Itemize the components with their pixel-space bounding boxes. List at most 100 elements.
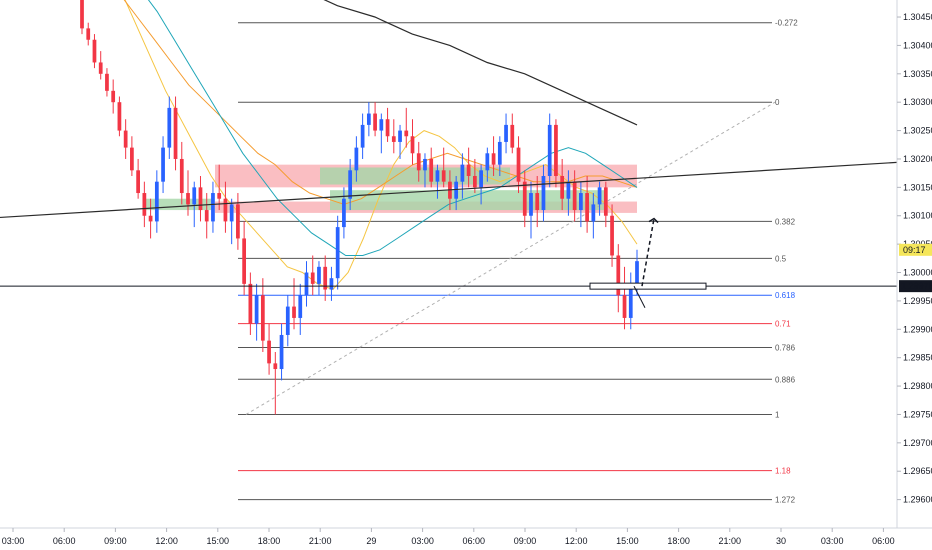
candle-body bbox=[435, 170, 440, 182]
fib-level-label: -0.272 bbox=[775, 19, 798, 28]
candle-body bbox=[472, 176, 477, 188]
candle-body bbox=[485, 153, 490, 171]
candle-body bbox=[192, 187, 197, 205]
candle-body bbox=[211, 193, 215, 222]
countdown-label: 09:17 bbox=[903, 245, 926, 255]
candle-body bbox=[273, 363, 278, 370]
candle-body bbox=[379, 119, 384, 131]
candle-body bbox=[236, 204, 240, 239]
candle-body bbox=[98, 62, 103, 74]
trend-drawings[interactable] bbox=[0, 161, 898, 308]
candle-body bbox=[454, 181, 459, 199]
time-tick-label: 06:00 bbox=[53, 536, 76, 546]
candle-body bbox=[547, 124, 552, 176]
candle-body bbox=[136, 170, 140, 194]
candle-body bbox=[541, 176, 546, 211]
candle-body bbox=[597, 187, 602, 205]
candle-body bbox=[616, 255, 621, 296]
candle-body bbox=[329, 278, 334, 290]
ema-mid-line bbox=[123, 0, 638, 205]
candle-body bbox=[566, 181, 571, 199]
candle-body bbox=[86, 28, 91, 40]
time-tick-label: 03:00 bbox=[411, 536, 434, 546]
candle-body bbox=[591, 204, 596, 222]
time-tick-label: 06:00 bbox=[463, 536, 486, 546]
candle-body bbox=[391, 136, 396, 142]
candle-body bbox=[298, 295, 303, 318]
projection-arrow bbox=[641, 218, 655, 287]
time-axis[interactable]: 03:00 06:00 09:00 12:00 15:00 18:00 21:00 29 03:… bbox=[0, 527, 932, 546]
candle-body bbox=[248, 283, 253, 324]
candle-body bbox=[497, 141, 502, 165]
candle-body bbox=[279, 334, 284, 370]
price-tick-label: 1.29850 bbox=[903, 353, 932, 363]
fib-level-label: 0.71 bbox=[775, 320, 791, 329]
candle-body bbox=[603, 187, 608, 216]
candle-body bbox=[479, 170, 483, 188]
fib-level-label: 1.18 bbox=[775, 467, 791, 476]
price-tick-label: 1.30400 bbox=[903, 40, 932, 50]
fib-level-label: 1.272 bbox=[775, 496, 796, 505]
candle-body bbox=[628, 283, 633, 318]
arrowhead-icon bbox=[648, 217, 659, 224]
candle-body bbox=[510, 124, 515, 148]
candle-body bbox=[154, 181, 159, 222]
candle-body bbox=[242, 238, 247, 284]
candle-body bbox=[292, 306, 296, 318]
candle-body bbox=[148, 215, 153, 222]
price-tick-label: 1.30350 bbox=[903, 69, 932, 79]
candle-body bbox=[373, 113, 377, 131]
candle-body bbox=[516, 147, 521, 182]
projection-segment bbox=[633, 285, 646, 308]
price-axis[interactable]: 1.30450 1.30400 1.30350 1.30300 1.30250 1.302… bbox=[896, 0, 932, 528]
candle-body bbox=[441, 170, 446, 182]
candle-body bbox=[585, 193, 589, 222]
price-tick-label: 1.30450 bbox=[903, 12, 932, 22]
current-price-label: 1.29976 bbox=[901, 281, 932, 291]
candle-body bbox=[142, 193, 147, 216]
price-tick-label: 1.30150 bbox=[903, 182, 932, 192]
time-tick-label: 21:00 bbox=[719, 536, 742, 546]
candle-body bbox=[186, 193, 190, 205]
price-tick-label: 1.29950 bbox=[903, 296, 932, 306]
candle-body bbox=[323, 266, 328, 290]
candle-body bbox=[161, 147, 165, 182]
trendline bbox=[0, 161, 898, 219]
candle-body bbox=[366, 113, 371, 125]
price-tick-label: 1.29800 bbox=[903, 381, 932, 391]
candle-body bbox=[80, 0, 84, 29]
candle-body bbox=[304, 272, 309, 296]
candle-body bbox=[229, 204, 234, 222]
candle-body bbox=[310, 272, 315, 284]
candle-body bbox=[130, 147, 134, 171]
time-tick-label: 15:00 bbox=[207, 536, 230, 546]
fib-level-label: 0.786 bbox=[775, 343, 796, 352]
fib-level-label: 0.382 bbox=[775, 217, 796, 226]
fib-level-label: 1 bbox=[775, 410, 780, 419]
fib-level-label: 0.618 bbox=[775, 291, 796, 300]
candle-body bbox=[410, 136, 415, 154]
moving-averages bbox=[123, 0, 638, 291]
ema-fast-line bbox=[124, 0, 638, 291]
candle-body bbox=[622, 295, 627, 318]
candle-body bbox=[260, 295, 265, 341]
fib-level-label: 0.886 bbox=[775, 375, 796, 384]
candle-body bbox=[317, 266, 321, 284]
candle-body bbox=[254, 295, 259, 324]
price-tick-label: 1.29650 bbox=[903, 466, 932, 476]
candle-body bbox=[423, 158, 427, 171]
fib-level-label: 0.5 bbox=[775, 254, 787, 263]
candle-body bbox=[111, 90, 116, 103]
candle-body bbox=[267, 340, 271, 364]
fibonacci-retracement[interactable]: -0.272 0 0.382 0.5 0.618 0.71 0.786 0.886 1 1.18 1… bbox=[238, 19, 798, 505]
candle-body bbox=[348, 170, 353, 199]
candle-body bbox=[522, 181, 527, 216]
candle-body bbox=[466, 164, 471, 176]
candle-body bbox=[105, 73, 109, 91]
candle-body bbox=[460, 164, 465, 182]
time-tick-label: 12:00 bbox=[155, 536, 178, 546]
price-tick-label: 1.29900 bbox=[903, 324, 932, 334]
candle-body bbox=[398, 130, 402, 142]
candle-body bbox=[429, 158, 434, 182]
